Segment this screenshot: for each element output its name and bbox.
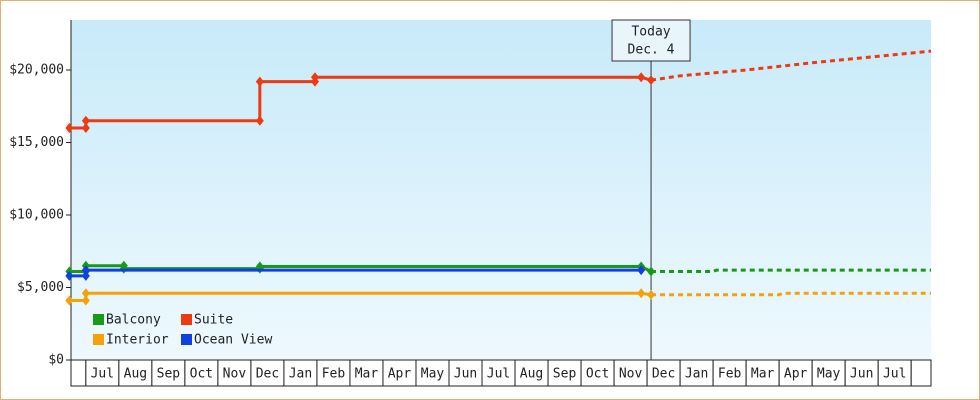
x-cell	[580, 359, 615, 387]
x-tick-label: Dec	[652, 367, 675, 382]
y-tick-label: $5,000	[17, 280, 64, 295]
x-tick-label: Feb	[322, 367, 346, 382]
x-tick-label: Aug	[520, 367, 543, 382]
x-tick-label: Sep	[553, 367, 577, 382]
today-label: Today	[631, 25, 670, 40]
x-cell	[481, 359, 516, 387]
point	[647, 289, 656, 300]
x-cell	[184, 359, 219, 387]
x-cell	[70, 359, 87, 387]
y-tick-label: $15,000	[9, 135, 64, 150]
x-tick-label: Oct	[190, 367, 213, 382]
y-tick-label: $20,000	[9, 63, 64, 78]
x-tick-label: Jul	[883, 367, 906, 382]
x-cell	[250, 359, 285, 387]
legend-swatch	[181, 314, 192, 325]
x-tick-label: Feb	[718, 367, 742, 382]
point	[647, 75, 656, 86]
legend-swatch	[181, 334, 192, 345]
x-cell	[613, 359, 648, 387]
x-tick-label: Nov	[619, 367, 643, 382]
x-cell	[415, 359, 450, 387]
x-tick-label: Nov	[223, 367, 247, 382]
projection-line	[651, 268, 931, 274]
x-cell	[349, 359, 384, 387]
x-tick-label: May	[817, 367, 841, 382]
x-tick-label: Jun	[850, 367, 873, 382]
x-tick-label: Oct	[586, 367, 609, 382]
y-tick-label: $0	[48, 353, 64, 368]
today-label: Dec. 4	[628, 43, 675, 58]
x-tick-label: Mar	[751, 367, 775, 382]
x-tick-label: Dec	[256, 367, 279, 382]
point	[637, 72, 646, 83]
point	[310, 72, 319, 83]
x-cell	[217, 359, 252, 387]
today-box	[611, 19, 691, 62]
x-cell	[811, 359, 846, 387]
legend-label: Interior	[106, 333, 169, 348]
point	[81, 265, 90, 276]
x-cell	[910, 359, 932, 387]
x-cell	[778, 359, 813, 387]
legend-label: Ocean View	[194, 333, 272, 348]
point	[637, 288, 646, 299]
x-tick-label: Mar	[355, 367, 379, 382]
x-cell	[316, 359, 351, 387]
legend-label: Suite	[194, 313, 233, 328]
point	[255, 115, 264, 126]
x-tick-label: Sep	[157, 367, 181, 382]
x-tick-label: Aug	[124, 367, 147, 382]
y-tick-label: $10,000	[9, 208, 64, 223]
point	[255, 76, 264, 87]
legend-swatch	[93, 314, 104, 325]
point	[81, 123, 90, 134]
x-tick-label: Jan	[685, 367, 708, 382]
legend-swatch	[93, 334, 104, 345]
point	[81, 288, 90, 299]
point	[81, 270, 90, 281]
point	[81, 115, 90, 126]
projection-line	[650, 49, 932, 82]
x-cell	[283, 359, 318, 387]
x-tick-label: Jun	[454, 367, 477, 382]
point	[65, 295, 74, 306]
point	[647, 266, 656, 277]
point	[65, 123, 74, 134]
x-tick-label: Jul	[487, 367, 510, 382]
x-tick-label: Apr	[784, 367, 808, 382]
x-cell	[877, 359, 912, 387]
legend-label: Balcony	[106, 313, 161, 328]
x-tick-label: Jan	[289, 367, 312, 382]
x-tick-label: Jul	[91, 367, 114, 382]
plot-area	[71, 20, 931, 360]
x-cell	[382, 359, 417, 387]
projection-line	[651, 291, 931, 297]
point	[637, 265, 646, 276]
x-cell	[151, 359, 186, 387]
x-tick-label: Apr	[388, 367, 412, 382]
point	[81, 295, 90, 306]
point	[65, 270, 74, 281]
x-cell	[448, 359, 483, 387]
x-tick-label: May	[421, 367, 445, 382]
